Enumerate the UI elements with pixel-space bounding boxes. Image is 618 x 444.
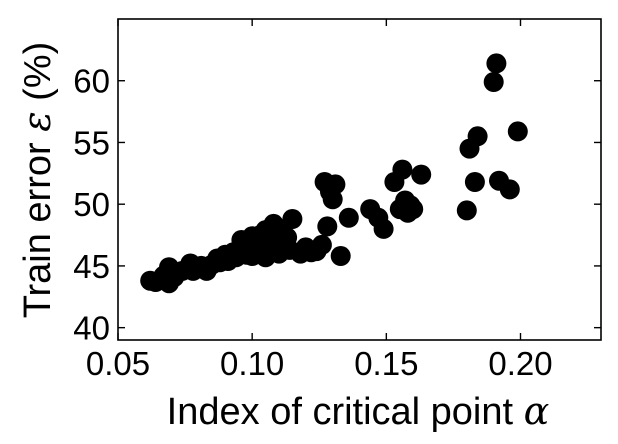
data-point-66 — [464, 172, 485, 192]
x-axis-label: Index of critical point α — [167, 389, 550, 433]
y-tick-label-2: 50 — [73, 186, 110, 223]
x-tick-label-3: 0.20 — [488, 345, 552, 382]
y-tick-labels: 40 45 50 55 60 — [73, 63, 110, 347]
x-tick-labels: 0.05 0.10 0.15 0.20 — [86, 345, 553, 382]
y-tick-label-3: 55 — [73, 124, 110, 161]
data-point-67 — [467, 126, 488, 147]
x-tick-label-2: 0.15 — [354, 345, 418, 382]
data-point-71 — [499, 179, 520, 200]
y-tick-label-1: 45 — [73, 248, 110, 285]
scatter-points — [140, 53, 528, 294]
data-point-49 — [322, 189, 343, 210]
data-point-47 — [317, 216, 338, 237]
axis-ticks — [117, 19, 601, 340]
data-point-58 — [392, 159, 413, 180]
data-point-72 — [507, 121, 528, 142]
data-point-63 — [411, 164, 432, 185]
data-point-40 — [282, 209, 303, 229]
data-point-51 — [330, 246, 351, 266]
data-point-64 — [456, 200, 477, 221]
data-point-45 — [311, 234, 332, 255]
data-point-50 — [325, 174, 346, 195]
y-tick-label-0: 40 — [73, 310, 110, 347]
data-point-62 — [403, 199, 424, 220]
plot-frame — [117, 18, 602, 341]
x-tick-label-1: 0.10 — [220, 345, 284, 382]
x-tick-label-0: 0.05 — [86, 345, 150, 382]
data-point-69 — [486, 53, 507, 74]
y-tick-label-4: 60 — [73, 63, 110, 100]
data-point-68 — [483, 72, 504, 92]
y-axis-label: Train error ε (%) — [15, 42, 59, 319]
data-point-52 — [338, 207, 359, 228]
data-point-55 — [373, 218, 394, 239]
